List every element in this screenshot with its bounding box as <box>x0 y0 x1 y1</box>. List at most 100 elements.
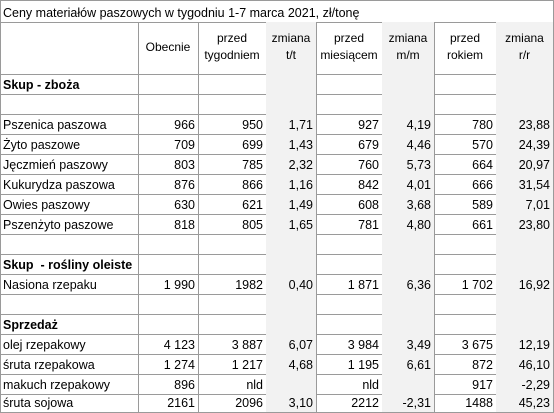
row-label: Jęczmień paszowy <box>0 154 139 175</box>
row-label: Nasiona rzepaku <box>0 274 139 295</box>
empty-cell <box>316 94 383 115</box>
empty-cell <box>434 234 497 255</box>
value-cell: 2096 <box>198 394 267 413</box>
empty-cell <box>266 94 317 115</box>
empty-cell <box>382 294 435 315</box>
value-cell: 872 <box>434 354 497 375</box>
empty-cell <box>266 314 317 335</box>
header-cell: przed tygodniem <box>198 22 267 75</box>
empty-cell <box>138 314 199 335</box>
header-cell <box>0 22 139 75</box>
value-cell: 3 675 <box>434 334 497 355</box>
empty-cell <box>496 234 554 255</box>
row-label: Kukurydza paszowa <box>0 174 139 195</box>
value-cell: 1,49 <box>266 194 317 215</box>
empty-cell <box>496 314 554 335</box>
value-cell: 3,49 <box>382 334 435 355</box>
value-cell: 780 <box>434 114 497 135</box>
value-cell <box>382 374 435 395</box>
row-label: olej rzepakowy <box>0 334 139 355</box>
empty-cell <box>382 234 435 255</box>
value-cell: 709 <box>138 134 199 155</box>
value-cell: 4,01 <box>382 174 435 195</box>
value-cell: -2,29 <box>496 374 554 395</box>
value-cell: 7,01 <box>496 194 554 215</box>
empty-cell <box>382 314 435 335</box>
row-label: Pszenica paszowa <box>0 114 139 135</box>
empty-cell <box>138 74 199 95</box>
header-cell: zmiana m/m <box>382 22 435 75</box>
value-cell: 630 <box>138 194 199 215</box>
header-cell: Obecnie <box>138 22 199 75</box>
value-cell: 1 217 <box>198 354 267 375</box>
value-cell: 1 195 <box>316 354 383 375</box>
value-cell: 1488 <box>434 394 497 413</box>
table-title: Ceny materiałów paszowych w tygodniu 1-7… <box>0 0 554 23</box>
empty-cell <box>138 94 199 115</box>
section-title: Skup - rośliny oleiste <box>0 254 139 275</box>
row-label: makuch rzepakowy <box>0 374 139 395</box>
header-cell: zmiana t/t <box>266 22 317 75</box>
value-cell: 1,16 <box>266 174 317 195</box>
value-cell: 3,68 <box>382 194 435 215</box>
empty-cell <box>434 254 497 275</box>
value-cell: 570 <box>434 134 497 155</box>
value-cell: 866 <box>198 174 267 195</box>
empty-cell <box>382 74 435 95</box>
value-cell: 16,92 <box>496 274 554 295</box>
empty-cell <box>382 254 435 275</box>
empty-cell <box>496 294 554 315</box>
empty-cell <box>198 234 267 255</box>
empty-cell <box>0 294 139 315</box>
empty-cell <box>434 314 497 335</box>
value-cell: 3 887 <box>198 334 267 355</box>
empty-cell <box>0 94 139 115</box>
header-cell: zmiana r/r <box>496 22 554 75</box>
empty-cell <box>434 94 497 115</box>
value-cell: 699 <box>198 134 267 155</box>
value-cell: 12,19 <box>496 334 554 355</box>
empty-cell <box>316 294 383 315</box>
empty-cell <box>316 314 383 335</box>
value-cell: 621 <box>198 194 267 215</box>
value-cell: 803 <box>138 154 199 175</box>
value-cell: 5,73 <box>382 154 435 175</box>
empty-cell <box>138 234 199 255</box>
value-cell: 2161 <box>138 394 199 413</box>
value-cell: 1 702 <box>434 274 497 295</box>
empty-cell <box>434 294 497 315</box>
empty-cell <box>496 94 554 115</box>
value-cell <box>266 374 317 395</box>
empty-cell <box>266 74 317 95</box>
value-cell: 1,71 <box>266 114 317 135</box>
value-cell: 23,80 <box>496 214 554 235</box>
value-cell: 1 871 <box>316 274 383 295</box>
value-cell: 31,54 <box>496 174 554 195</box>
empty-cell <box>198 74 267 95</box>
value-cell: 917 <box>434 374 497 395</box>
value-cell: 966 <box>138 114 199 135</box>
value-cell: 3,10 <box>266 394 317 413</box>
value-cell: 589 <box>434 194 497 215</box>
value-cell: nld <box>198 374 267 395</box>
value-cell: 679 <box>316 134 383 155</box>
value-cell: 927 <box>316 114 383 135</box>
value-cell: 1 274 <box>138 354 199 375</box>
empty-cell <box>266 234 317 255</box>
empty-cell <box>198 94 267 115</box>
value-cell: 785 <box>198 154 267 175</box>
value-cell: 664 <box>434 154 497 175</box>
value-cell: 23,88 <box>496 114 554 135</box>
value-cell: 781 <box>316 214 383 235</box>
value-cell: 2,32 <box>266 154 317 175</box>
value-cell: 4 123 <box>138 334 199 355</box>
empty-cell <box>0 234 139 255</box>
value-cell: 6,36 <box>382 274 435 295</box>
value-cell: 46,10 <box>496 354 554 375</box>
empty-cell <box>266 254 317 275</box>
value-cell: 661 <box>434 214 497 235</box>
value-cell: 0,40 <box>266 274 317 295</box>
empty-cell <box>198 294 267 315</box>
section-title: Sprzedaż <box>0 314 139 335</box>
